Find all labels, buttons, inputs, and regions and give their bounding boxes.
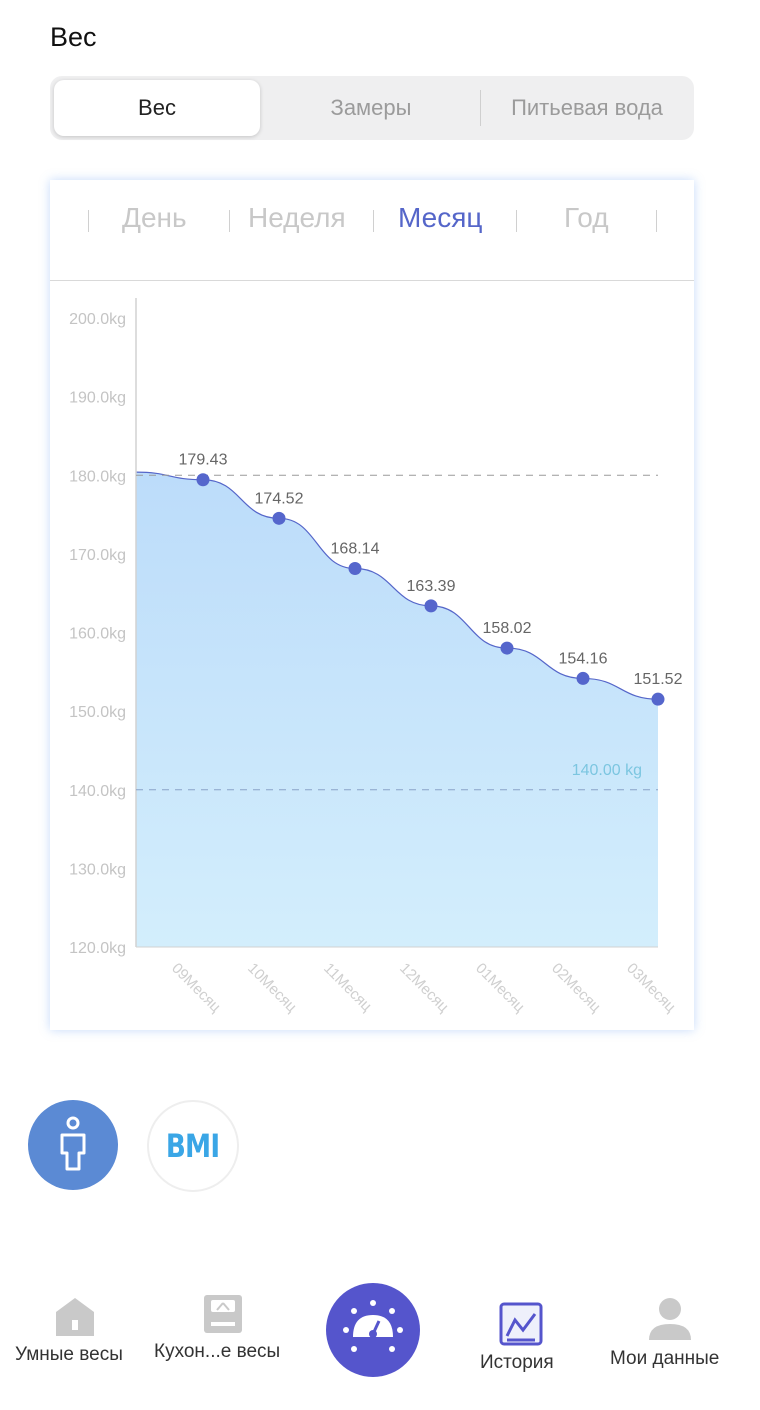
tab-day[interactable]: День [122, 202, 187, 233]
x-tick-label: 11Месяц [320, 960, 375, 1015]
scale-icon [204, 1295, 242, 1333]
period-separator [229, 210, 230, 232]
weight-area [136, 472, 658, 947]
bmi-label: BMI [166, 1127, 220, 1165]
segment-measurements[interactable]: Замеры [330, 95, 412, 120]
tab-smart-scales[interactable]: Умные весы [0, 1280, 150, 1380]
data-label: 168.14 [331, 540, 380, 557]
person-icon [60, 1116, 86, 1171]
tab-label: Мои данные [610, 1348, 720, 1369]
y-tick-label: 150.0kg [69, 704, 126, 721]
data-point [272, 511, 286, 525]
tab-label: Умные весы [15, 1344, 123, 1365]
x-tick-label: 01Месяц [472, 960, 528, 1016]
body-composition-button[interactable] [28, 1100, 118, 1190]
data-label: 174.52 [255, 490, 304, 507]
period-separator [88, 210, 89, 232]
gauge-icon [343, 1300, 403, 1352]
tab-week[interactable]: Неделя [248, 202, 346, 233]
data-point [651, 692, 665, 706]
bottom-tabbar: Умные весы Кухон...е весы [0, 1280, 760, 1410]
bmi-button[interactable]: BMI [147, 1100, 239, 1192]
period-separator [516, 210, 517, 232]
measure-button[interactable] [326, 1283, 420, 1377]
user-icon [649, 1298, 691, 1340]
y-tick-label: 170.0kg [69, 547, 126, 564]
data-point [348, 561, 362, 575]
page-title: Вес [50, 22, 97, 52]
y-tick-label: 190.0kg [69, 390, 126, 407]
y-tick-label: 140.0kg [69, 783, 126, 800]
home-icon [56, 1298, 94, 1336]
tab-month[interactable]: Месяц [398, 202, 483, 233]
history-chart-icon [499, 1302, 543, 1346]
data-label: 158.02 [483, 620, 532, 637]
chart-card: День Неделя Месяц Год 200.0kg 190.0kg 180.… [50, 180, 694, 1030]
x-tick-label: 02Месяц [548, 960, 604, 1016]
x-tick-label: 12Месяц [396, 960, 452, 1016]
y-tick-label: 120.0kg [69, 940, 126, 957]
x-tick-label: 10Месяц [244, 960, 300, 1016]
tab-my-data[interactable]: Мои данные [600, 1280, 740, 1380]
data-label: 151.52 [634, 671, 683, 688]
x-tick-label: 09Месяц [168, 960, 224, 1016]
segment-divider [480, 90, 481, 126]
segment-water[interactable]: Питьевая вода [511, 95, 663, 120]
data-point [196, 473, 210, 487]
data-point [500, 641, 514, 655]
data-label: 154.16 [559, 650, 608, 667]
tab-history[interactable]: История [460, 1280, 580, 1380]
tab-label: История [480, 1352, 554, 1373]
segment-weight[interactable]: Вес [54, 80, 260, 136]
data-label: 163.39 [407, 578, 456, 595]
period-separator [373, 210, 374, 232]
data-label: 179.43 [179, 452, 228, 469]
data-point [424, 599, 438, 613]
period-tabs: День Неделя Месяц Год [50, 180, 694, 281]
y-tick-label: 130.0kg [69, 861, 126, 878]
weight-line [135, 471, 659, 700]
weight-chart: 200.0kg 190.0kg 180.0kg 170.0kg 160.0kg 150.0… [69, 298, 683, 1016]
period-separator [656, 210, 657, 232]
y-tick-label: 160.0kg [69, 626, 126, 643]
tab-kitchen-scales[interactable]: Кухон...е весы [150, 1280, 300, 1380]
target-weight-label: 140.00 kg [572, 762, 642, 779]
y-tick-label: 180.0kg [69, 468, 126, 485]
data-point [576, 671, 590, 685]
x-tick-label: 03Месяц [623, 960, 679, 1016]
tab-year[interactable]: Год [564, 202, 609, 233]
segmented-control: Вес Замеры Питьевая вода [50, 76, 694, 140]
tab-label: Кухон...е весы [154, 1341, 281, 1362]
y-tick-label: 200.0kg [69, 311, 126, 328]
